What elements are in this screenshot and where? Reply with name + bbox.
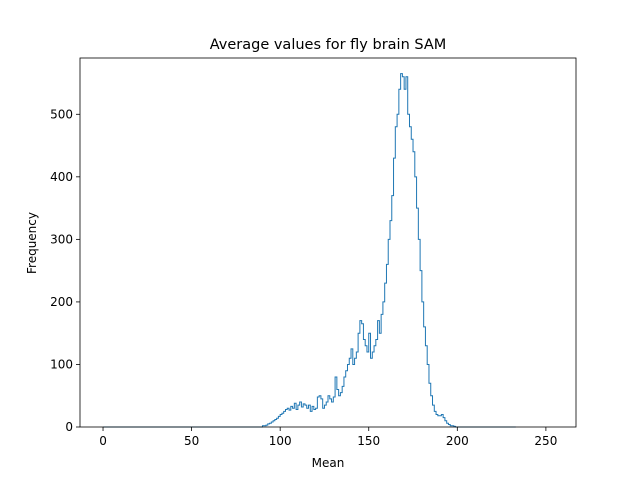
x-tick-label: 150 bbox=[357, 434, 380, 448]
y-tick-label: 200 bbox=[50, 295, 73, 309]
y-tick-label: 100 bbox=[50, 357, 73, 371]
x-tick-label: 200 bbox=[446, 434, 469, 448]
y-tick-label: 500 bbox=[50, 107, 73, 121]
y-tick-label: 0 bbox=[65, 420, 73, 434]
y-tick-label: 300 bbox=[50, 232, 73, 246]
x-tick-label: 250 bbox=[534, 434, 557, 448]
y-axis: 0 100 200 300 400 500 bbox=[50, 107, 80, 434]
y-axis-label: Frequency bbox=[25, 212, 39, 274]
chart-title: Average values for fly brain SAM bbox=[210, 37, 447, 53]
x-axis: 0 50 100 150 200 250 bbox=[99, 427, 557, 448]
x-axis-label: Mean bbox=[312, 456, 345, 470]
x-tick-label: 50 bbox=[184, 434, 199, 448]
plot-frame bbox=[79, 57, 577, 428]
x-tick-label: 100 bbox=[269, 434, 292, 448]
x-tick-label: 0 bbox=[99, 434, 107, 448]
y-tick-label: 400 bbox=[50, 170, 73, 184]
